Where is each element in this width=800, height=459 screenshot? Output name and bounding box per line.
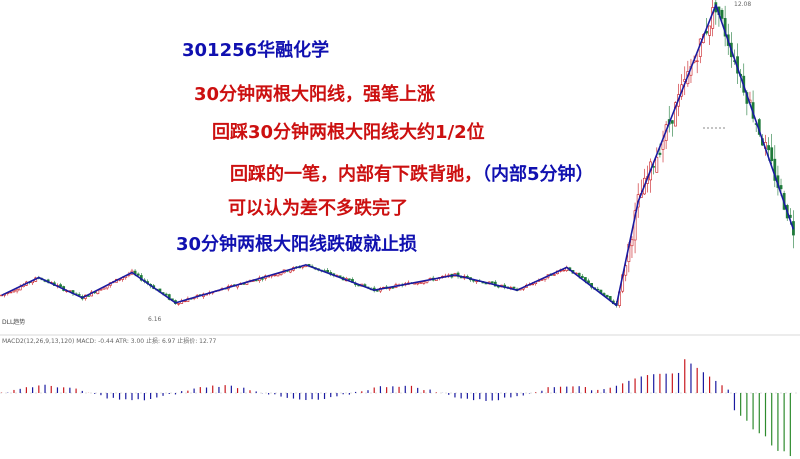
annotation-line-3-red: 回踩的一笔，内部有下跌背驰， bbox=[230, 164, 482, 185]
low-price-label: 6.16 bbox=[148, 316, 162, 323]
candle bbox=[661, 130, 665, 163]
candle bbox=[751, 90, 755, 123]
peak-price-label: 12.08 bbox=[734, 1, 752, 8]
annotation-line-3-blue: （内部5分钟） bbox=[482, 164, 594, 185]
pen-zigzag-line bbox=[1, 4, 795, 307]
candle bbox=[773, 145, 777, 188]
candle bbox=[87, 295, 90, 297]
candlestick-series bbox=[0, 0, 795, 308]
candle bbox=[649, 158, 652, 193]
stock-title: 301256华融化学 bbox=[182, 40, 330, 61]
candle bbox=[490, 281, 494, 284]
candle bbox=[664, 121, 668, 150]
candle bbox=[711, 0, 715, 37]
annotation-line-1: 30分钟两根大阳线，强笔上涨 bbox=[194, 84, 436, 105]
annotation-line-5: 30分钟两根大阳线跌破就止损 bbox=[176, 234, 418, 255]
candle bbox=[596, 286, 600, 291]
candle bbox=[670, 120, 674, 137]
candle bbox=[742, 63, 746, 96]
macd-histogram bbox=[0, 359, 791, 457]
candle bbox=[416, 282, 420, 286]
annotation-line-2: 回踩30分钟两根大阳线大约1/2位 bbox=[212, 122, 485, 143]
candle bbox=[714, 0, 718, 25]
macd-indicator-label: MACD2(12,26,9,13,120) MACD: -0.44 ATR: 3… bbox=[2, 338, 217, 345]
candle bbox=[624, 262, 628, 282]
candle bbox=[708, 25, 711, 45]
candle bbox=[680, 74, 684, 100]
candle bbox=[720, 8, 724, 22]
candle bbox=[177, 303, 180, 306]
main-indicator-label: DLL趋势 bbox=[2, 319, 26, 326]
candle bbox=[695, 52, 699, 74]
candle bbox=[770, 133, 774, 165]
candle bbox=[655, 147, 659, 173]
candle bbox=[422, 281, 426, 285]
candle bbox=[630, 236, 634, 259]
candle bbox=[723, 5, 727, 47]
candle bbox=[580, 274, 584, 279]
candle bbox=[326, 268, 330, 273]
annotation-line-3: 回踩的一笔，内部有下跌背驰，（内部5分钟） bbox=[230, 160, 594, 186]
annotation-line-4: 可以认为差不多跌完了 bbox=[228, 198, 408, 219]
